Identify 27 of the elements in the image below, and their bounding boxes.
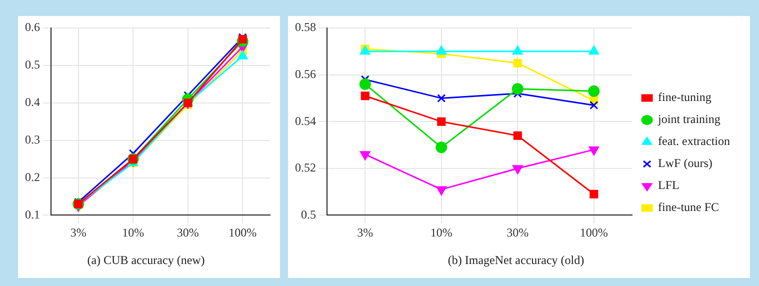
legend-label: joint training	[657, 112, 720, 126]
legend-label: LwF (ours)	[658, 156, 712, 170]
y-tick-label: 0.3	[25, 132, 40, 146]
y-tick-label: 0.4	[25, 95, 40, 110]
text: (b) ImageNet accuracy (old)	[448, 252, 584, 267]
x-tick-label: 3%	[70, 226, 86, 240]
y-tick-label: 0.54	[295, 114, 316, 128]
x-tick-label: 30%	[506, 226, 529, 240]
x-tick-label: 30%	[176, 226, 199, 240]
y-tick-label: 0.5	[25, 58, 40, 72]
x-tick-label: 3%	[357, 226, 374, 240]
y-tick-label: 0.52	[295, 160, 316, 175]
x-tick-label: 100%	[580, 226, 608, 240]
legend-label: fine-tune FC	[658, 200, 720, 214]
y-tick-label: 0.56	[295, 66, 316, 81]
x-tick-label: 100%	[228, 226, 257, 240]
y-tick-label: 0.58	[295, 20, 316, 34]
legend-label: LFL	[658, 178, 680, 192]
y-tick-label: 0.1	[25, 207, 40, 222]
x-tick-label: 10%	[122, 226, 144, 240]
legend-label: feat. extraction	[658, 134, 730, 148]
text: (a) CUB accuracy (new)	[87, 252, 205, 267]
y-tick-label: 0.2	[25, 170, 40, 184]
y-tick-label: 0.5	[301, 207, 316, 222]
legend-label: fine-tuning	[658, 90, 712, 104]
x-tick-label: 10%	[430, 226, 452, 240]
y-tick-label: 0.6	[25, 20, 40, 34]
